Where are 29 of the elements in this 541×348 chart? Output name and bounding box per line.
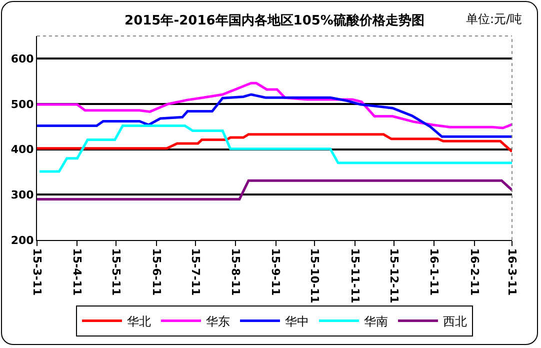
line-series xyxy=(37,82,512,130)
x-tick-label: 15-12-11 xyxy=(387,248,400,304)
line-series xyxy=(37,93,512,138)
chart-title: 2015年-2016年国内各地区105%硫酸价格走势图 xyxy=(124,12,424,29)
x-tick-label: 15-10-11 xyxy=(308,248,322,304)
x-tick-label: 15-9-11 xyxy=(269,248,282,296)
x-tick-label: 15-4-11 xyxy=(70,248,84,296)
y-tick-label: 400 xyxy=(10,143,34,156)
legend-label: 西北 xyxy=(443,314,467,328)
x-tick-label: 16-1-11 xyxy=(428,248,441,296)
line-series xyxy=(37,133,512,153)
legend-label: 华北 xyxy=(127,314,151,328)
x-tick-label: 15-8-11 xyxy=(228,248,242,296)
legend-label: 华东 xyxy=(206,314,230,328)
text: 单位:元/吨 xyxy=(466,12,522,26)
x-tick-label: 16-3-11 xyxy=(505,248,518,296)
x-tick-label: 15-3-11 xyxy=(30,248,44,296)
y-tick-label: 300 xyxy=(10,188,34,202)
x-tick-label: 16-2-11 xyxy=(468,248,481,296)
y-tick-label: 200 xyxy=(10,234,34,247)
x-tick-label: 15-6-11 xyxy=(150,248,163,296)
y-tick-label: 600 xyxy=(10,52,34,66)
legend-label: 华南 xyxy=(364,314,388,328)
line-series xyxy=(38,124,512,173)
legend-label: 华中 xyxy=(285,314,309,328)
x-tick-label: 15-11-11 xyxy=(348,248,362,304)
x-tick-label: 15-7-11 xyxy=(188,248,202,296)
x-tick-label: 15-5-11 xyxy=(110,248,123,296)
y-tick-label: 500 xyxy=(10,98,34,111)
